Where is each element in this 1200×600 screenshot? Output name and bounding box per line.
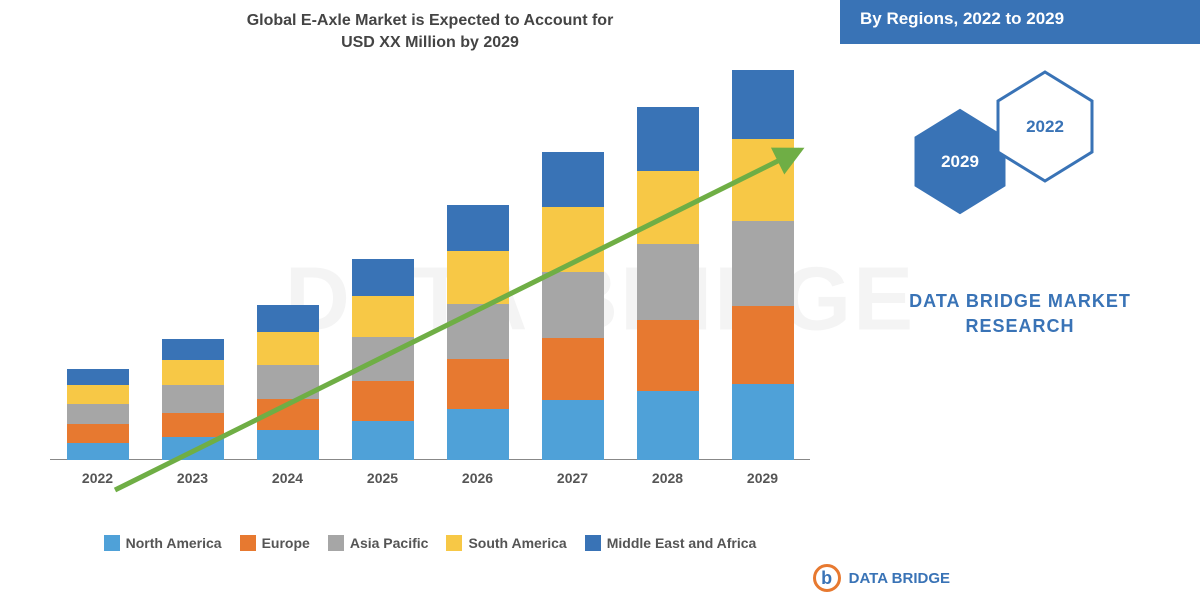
hex-2022: 2022 xyxy=(995,69,1095,184)
bar-segment xyxy=(257,399,319,430)
bar-group: 2027 xyxy=(542,152,604,459)
bar-segment xyxy=(637,107,699,171)
legend-swatch xyxy=(104,535,120,551)
bar-stack xyxy=(162,339,224,459)
bar-segment xyxy=(637,320,699,391)
bar-segment xyxy=(67,404,129,425)
bar-segment xyxy=(67,443,129,460)
bar-segment xyxy=(352,421,414,460)
legend-label: North America xyxy=(126,535,222,551)
bar-label: 2029 xyxy=(747,470,778,486)
bar-segment xyxy=(352,337,414,381)
bar-segment xyxy=(257,332,319,364)
bar-segment xyxy=(162,437,224,460)
bar-segment xyxy=(732,384,794,460)
bar-segment xyxy=(447,304,509,359)
footer-logo-icon: b xyxy=(813,564,841,592)
bar-segment xyxy=(732,221,794,306)
legend-item: North America xyxy=(104,535,222,551)
chart-title-line2: USD XX Million by 2029 xyxy=(341,34,519,51)
hex-2022-label: 2022 xyxy=(1026,117,1064,137)
bar-group: 2022 xyxy=(67,369,129,460)
bar-segment xyxy=(257,365,319,399)
bar-segment xyxy=(637,244,699,320)
bar-segment xyxy=(447,409,509,459)
chart-legend: North America Europe Asia Pacific South Ame… xyxy=(20,535,840,551)
bar-stack xyxy=(67,369,129,460)
footer-logo-text: DATA BRIDGE xyxy=(849,570,950,587)
legend-label: Middle East and Africa xyxy=(607,535,757,551)
panel-header: By Regions, 2022 to 2029 xyxy=(840,0,1200,44)
hex-2029-label: 2029 xyxy=(941,152,979,172)
bar-label: 2024 xyxy=(272,470,303,486)
bar-segment xyxy=(257,430,319,460)
bar-segment xyxy=(162,360,224,385)
bar-stack xyxy=(542,152,604,459)
hexagon-badges: 2029 2022 xyxy=(840,69,1200,269)
bar-group: 2028 xyxy=(637,107,699,460)
legend-swatch xyxy=(446,535,462,551)
bar-segment xyxy=(67,424,129,442)
bar-segment xyxy=(542,400,604,460)
legend-swatch xyxy=(240,535,256,551)
brand-name: DATA BRIDGE MARKET RESEARCH xyxy=(840,289,1200,339)
bar-segment xyxy=(637,171,699,244)
bar-stack xyxy=(637,107,699,460)
bar-label: 2027 xyxy=(557,470,588,486)
right-panel: By Regions, 2022 to 2029 2029 2022 DATA … xyxy=(840,0,1200,600)
bar-stack xyxy=(732,70,794,460)
bar-segment xyxy=(447,359,509,409)
legend-label: Asia Pacific xyxy=(350,535,429,551)
bar-segment xyxy=(162,339,224,360)
bar-label: 2025 xyxy=(367,470,398,486)
footer-logo: b DATA BRIDGE xyxy=(813,564,950,592)
legend-swatch xyxy=(328,535,344,551)
bar-segment xyxy=(67,385,129,403)
legend-item: Asia Pacific xyxy=(328,535,429,551)
bar-segment xyxy=(542,152,604,207)
bar-segment xyxy=(542,207,604,271)
bar-group: 2023 xyxy=(162,339,224,459)
brand-line1: DATA BRIDGE MARKET xyxy=(909,291,1131,311)
chart-title: Global E-Axle Market is Expected to Acco… xyxy=(20,10,840,55)
bar-segment xyxy=(447,251,509,304)
bar-segment xyxy=(732,70,794,139)
bar-segment xyxy=(447,205,509,251)
chart-area: Global E-Axle Market is Expected to Acco… xyxy=(20,10,840,570)
bar-stack xyxy=(257,305,319,460)
bar-group: 2026 xyxy=(447,205,509,460)
bar-segment xyxy=(542,338,604,400)
bar-segment xyxy=(542,272,604,339)
bar-label: 2026 xyxy=(462,470,493,486)
bar-segment xyxy=(637,391,699,460)
bar-stack xyxy=(447,205,509,460)
bar-group: 2025 xyxy=(352,259,414,460)
bar-segment xyxy=(732,139,794,222)
bar-group: 2024 xyxy=(257,305,319,460)
chart-plot: 2022 2023 2024 2025 2026 2027 2028 2029 xyxy=(50,70,810,490)
brand-line2: RESEARCH xyxy=(965,316,1074,336)
bar-group: 2029 xyxy=(732,70,794,460)
bar-segment xyxy=(162,385,224,413)
bar-stack xyxy=(352,259,414,460)
bar-label: 2028 xyxy=(652,470,683,486)
bar-label: 2022 xyxy=(82,470,113,486)
legend-label: South America xyxy=(468,535,566,551)
legend-label: Europe xyxy=(262,535,310,551)
legend-item: South America xyxy=(446,535,566,551)
legend-swatch xyxy=(585,535,601,551)
bar-segment xyxy=(352,259,414,296)
bars-container: 2022 2023 2024 2025 2026 2027 2028 2029 xyxy=(50,70,810,460)
legend-item: Europe xyxy=(240,535,310,551)
legend-item: Middle East and Africa xyxy=(585,535,757,551)
chart-title-line1: Global E-Axle Market is Expected to Acco… xyxy=(247,12,614,29)
bar-segment xyxy=(257,305,319,333)
bar-segment xyxy=(352,296,414,337)
bar-segment xyxy=(732,306,794,384)
bar-label: 2023 xyxy=(177,470,208,486)
bar-segment xyxy=(352,381,414,421)
bar-segment xyxy=(67,369,129,385)
bar-segment xyxy=(162,413,224,437)
